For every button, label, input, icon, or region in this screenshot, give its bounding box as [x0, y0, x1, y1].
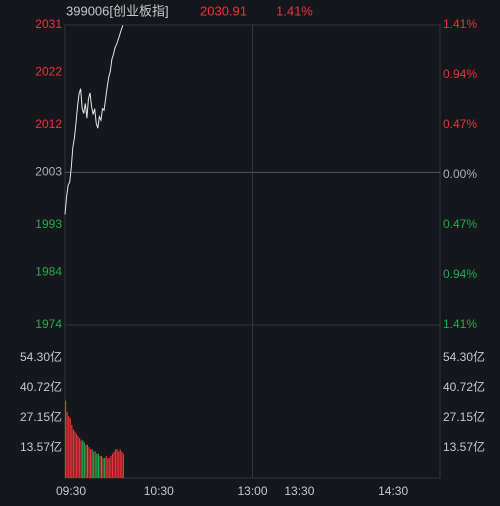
x-tick-label: 09:30	[56, 484, 86, 498]
volume-bar	[94, 451, 96, 478]
volume-bar	[108, 458, 110, 478]
volume-bar	[122, 453, 124, 478]
x-tick-label: 13:30	[284, 484, 314, 498]
volume-bar	[104, 458, 106, 478]
y-tick-label: 2022	[35, 65, 62, 79]
x-tick-label: 14:30	[378, 484, 408, 498]
volume-bar	[75, 433, 78, 478]
volume-bar	[80, 440, 82, 478]
volume-bar	[96, 453, 98, 478]
volume-bar	[79, 438, 81, 478]
volume-bar	[65, 400, 67, 478]
y2-tick-label: 0.94%	[443, 67, 477, 81]
volume-bar	[116, 449, 118, 478]
volume-bar	[111, 453, 114, 478]
volume-bar	[107, 458, 109, 478]
volume-bar	[110, 455, 112, 478]
volume-tick-label: 27.15亿	[20, 409, 62, 424]
y2-tick-label: 0.47%	[443, 117, 477, 131]
volume-tick-label-right: 54.30亿	[443, 349, 485, 364]
volume-bar	[69, 418, 71, 478]
volume-bar	[88, 447, 90, 478]
volume-bar	[99, 455, 101, 478]
volume-tick-label-right: 27.15亿	[443, 409, 485, 424]
y-tick-label: 2003	[35, 165, 62, 179]
price-line	[64, 25, 124, 215]
volume-bar	[115, 449, 117, 478]
volume-tick-label: 13.57亿	[20, 439, 62, 454]
volume-bar	[105, 455, 107, 478]
volume-bar	[71, 424, 73, 478]
volume-bar	[82, 440, 84, 478]
y2-tick-label: 0.00%	[443, 167, 477, 181]
volume-bar	[118, 451, 120, 478]
last-price: 2030.91	[200, 3, 247, 18]
x-tick-label: 10:30	[144, 484, 174, 498]
index-name: 399006[创业板指]	[66, 3, 169, 18]
y-tick-label: 1974	[35, 317, 62, 331]
change: 1.41%	[276, 3, 313, 18]
volume-bar	[100, 455, 103, 478]
y-tick-label: 2031	[35, 17, 62, 31]
volume-bar	[86, 444, 89, 478]
volume-bar	[119, 449, 121, 478]
volume-bar	[91, 449, 93, 478]
volume-bar	[90, 449, 92, 478]
volume-tick-label-right: 40.72亿	[443, 379, 485, 394]
volume-bar	[66, 411, 68, 478]
volume-bar	[83, 442, 85, 478]
volume-bar	[102, 458, 104, 478]
volume-tick-label-right: 13.57亿	[443, 439, 485, 454]
y-tick-label: 1993	[35, 217, 62, 231]
y2-tick-label: 1.41%	[443, 17, 477, 31]
volume-bar	[68, 416, 70, 478]
volume-bar	[85, 444, 87, 478]
volume-bar	[97, 453, 99, 478]
volume-bar	[74, 431, 76, 478]
y2-tick-label: 1.41%	[443, 317, 477, 331]
volume-tick-label: 40.72亿	[20, 379, 62, 394]
x-tick-label: 13:00	[237, 484, 267, 498]
volume-bar	[93, 451, 95, 478]
y2-tick-label: 0.47%	[443, 217, 477, 231]
volume-bar	[72, 429, 74, 478]
y-tick-label: 2012	[35, 117, 62, 131]
y2-tick-label: 0.94%	[443, 267, 477, 281]
volume-tick-label: 54.30亿	[20, 349, 62, 364]
volume-bar	[113, 451, 115, 478]
volume-bar	[77, 435, 79, 478]
volume-bar	[121, 451, 123, 478]
y-tick-label: 1984	[35, 265, 62, 279]
